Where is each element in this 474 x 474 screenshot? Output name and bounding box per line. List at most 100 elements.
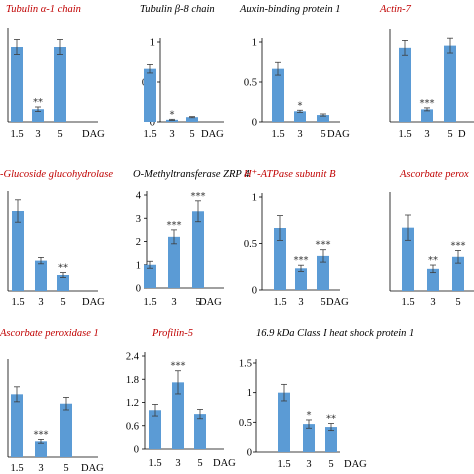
y-tick-label: 0.5 [244, 78, 257, 89]
x-tick-label: 1.5 [273, 297, 286, 308]
bar [60, 403, 72, 457]
x-tick-label: 5 [320, 129, 325, 140]
chart-title: H⁺-ATPase subunit B [243, 169, 336, 180]
bar [12, 211, 24, 291]
significance-mark: * [307, 410, 312, 421]
x-axis-label: DAG [201, 129, 224, 140]
bar [32, 109, 44, 122]
x-tick-label: 5 [63, 463, 68, 474]
bar [427, 268, 439, 291]
significance-mark: *** [191, 191, 206, 202]
significance-mark: * [170, 109, 175, 120]
bar [303, 424, 315, 452]
x-axis-label: DAG [326, 297, 349, 308]
x-axis-label: DAG [82, 129, 105, 140]
x-tick-label: 1.5 [401, 297, 414, 308]
x-tick-label: 3 [35, 129, 40, 140]
x-tick-label: 5 [447, 129, 452, 140]
x-tick-label: 3 [175, 458, 180, 469]
significance-mark: *** [294, 255, 309, 266]
significance-mark: ** [58, 263, 68, 274]
bar [194, 414, 206, 449]
chart-title: -Glucoside glucohydrolase [0, 169, 113, 180]
x-tick-label: 3 [38, 463, 43, 474]
bar [402, 227, 414, 291]
x-tick-label: 3 [430, 297, 435, 308]
y-tick-label: 1.2 [126, 398, 139, 409]
x-tick-label: 5 [455, 297, 460, 308]
x-tick-label: 1.5 [143, 297, 156, 308]
bar [186, 117, 198, 122]
x-tick-label: 5 [320, 297, 325, 308]
chart-title: Profilin-5 [151, 328, 193, 339]
significance-mark: *** [167, 220, 182, 231]
y-tick-label: 0.5 [239, 418, 252, 429]
bar [421, 109, 433, 122]
significance-mark: ** [428, 255, 438, 266]
bar [149, 410, 161, 449]
x-tick-label: 3 [297, 129, 302, 140]
y-tick-label: 0 [134, 445, 139, 456]
significance-mark: ** [33, 97, 43, 108]
significance-mark: *** [34, 429, 49, 440]
bar [444, 45, 456, 122]
y-tick-label: 1 [252, 193, 257, 204]
y-tick-label: 0 [247, 448, 252, 459]
bar [317, 115, 329, 122]
chart-title: Ascorbate peroxidase 1 [0, 328, 99, 339]
y-tick-label: 4 [136, 191, 142, 202]
x-tick-label: 1.5 [271, 129, 284, 140]
y-tick-label: 1 [252, 38, 257, 49]
y-tick-label: 0.5 [244, 239, 257, 250]
bar [144, 264, 156, 288]
chart-title: Ascorbate perox [399, 169, 469, 180]
y-tick-label: 0 [252, 286, 257, 297]
chart-title: Actin-7 [379, 4, 412, 15]
bar [294, 111, 306, 122]
x-axis-label: DAG [213, 458, 236, 469]
bar [11, 47, 23, 122]
x-tick-label: 5 [60, 297, 65, 308]
x-tick-label: 1.5 [277, 459, 290, 470]
bar [168, 236, 180, 288]
x-axis-label: DAG [344, 459, 367, 470]
y-tick-label: 1 [150, 38, 155, 49]
bar [35, 441, 47, 457]
chart-title: Tubulin β-8 chain [140, 4, 215, 15]
bar [35, 260, 47, 291]
chart-title: 16.9 kDa Class I heat shock protein 1 [256, 328, 414, 339]
y-tick-label: 0 [252, 118, 257, 129]
x-tick-label: 5 [57, 129, 62, 140]
y-tick-label: 0.6 [126, 421, 139, 432]
significance-mark: * [298, 100, 303, 111]
x-tick-label: 3 [424, 129, 429, 140]
bar [166, 119, 178, 122]
significance-mark: *** [420, 98, 435, 109]
x-tick-label: 3 [38, 297, 43, 308]
y-tick-label: 1.8 [126, 375, 139, 386]
x-tick-label: 3 [171, 297, 176, 308]
x-tick-label: 5 [328, 459, 333, 470]
bar [144, 68, 156, 122]
x-tick-label: 3 [169, 129, 174, 140]
bar [317, 255, 329, 290]
x-axis-label: DAG [199, 297, 222, 308]
chart-title: Auxin-binding protein 1 [239, 4, 341, 15]
bar [295, 268, 307, 290]
x-tick-label: 1.5 [398, 129, 411, 140]
bar [57, 275, 69, 291]
y-tick-label: 2.4 [126, 352, 140, 363]
y-tick-label: 1 [247, 388, 252, 399]
bar [172, 382, 184, 449]
significance-mark: ** [326, 414, 336, 425]
bar [399, 47, 411, 123]
bar [452, 256, 464, 291]
bar [192, 211, 204, 288]
y-tick-label: 1.5 [239, 359, 252, 370]
bar [54, 47, 66, 122]
x-tick-label: 1.5 [11, 297, 24, 308]
x-axis-label: DAG [327, 129, 350, 140]
x-tick-label: 3 [298, 297, 303, 308]
x-tick-label: 1.5 [148, 458, 161, 469]
